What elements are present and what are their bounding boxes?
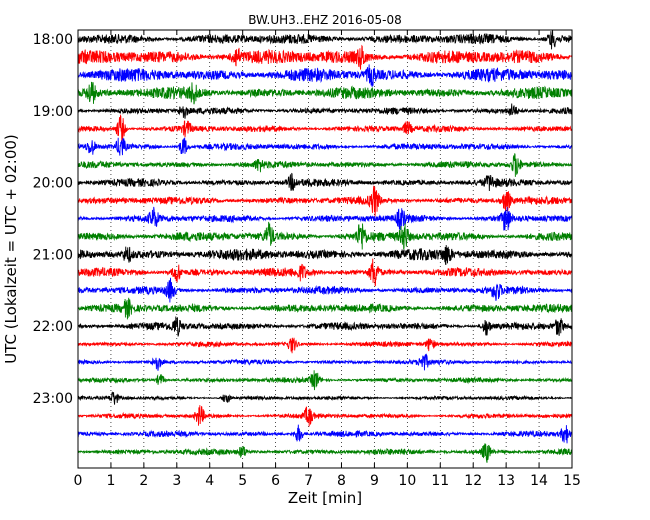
y-axis-ticks: 18:00 19:00 20:00 21:00 22:00 23:00 — [33, 32, 572, 407]
trace-2030 — [77, 206, 573, 231]
trace-2045 — [77, 221, 573, 250]
trace-1830 — [77, 64, 573, 87]
trace-2245 — [77, 370, 573, 391]
trace-1930 — [77, 137, 573, 156]
trace-1945 — [77, 153, 573, 177]
x-tick-label: 9 — [370, 473, 379, 489]
trace-2200 — [77, 316, 573, 337]
x-tick-label: 4 — [205, 473, 214, 489]
x-axis-label: Zeit [min] — [288, 489, 362, 507]
x-axis-ticks: 0 1 2 3 4 5 6 7 8 9 10 11 12 13 14 15 — [74, 30, 581, 489]
trace-2130 — [77, 277, 573, 303]
x-tick-label: 6 — [271, 473, 280, 489]
x-tick-label: 13 — [497, 473, 515, 489]
x-tick-label: 8 — [337, 473, 346, 489]
trace-2100 — [77, 245, 573, 265]
x-tick-label: 2 — [139, 473, 148, 489]
y-tick-label: 21:00 — [33, 247, 73, 263]
trace-2000 — [77, 172, 573, 192]
trace-2145 — [77, 297, 573, 320]
y-axis-label: UTC (Lokalzeit = UTC + 02:00) — [2, 134, 20, 364]
trace-1815 — [77, 44, 573, 70]
x-tick-label: 0 — [74, 473, 83, 489]
plot-frame — [77, 29, 573, 469]
y-tick-label: 20:00 — [33, 176, 73, 192]
y-tick-label: 22:00 — [33, 319, 73, 335]
trace-2115 — [77, 258, 573, 287]
y-tick-label: 23:00 — [33, 391, 73, 407]
x-tick-label: 12 — [464, 473, 482, 489]
trace-2330 — [77, 424, 573, 444]
trace-2015 — [77, 185, 573, 217]
x-tick-label: 3 — [172, 473, 181, 489]
x-tick-label: 11 — [431, 473, 449, 489]
trace-1915 — [77, 114, 573, 142]
trace-1900 — [77, 103, 573, 119]
x-tick-label: 14 — [530, 473, 548, 489]
x-tick-label: 1 — [106, 473, 115, 489]
trace-2215 — [77, 337, 573, 354]
x-tick-label: 10 — [398, 473, 416, 489]
trace-2300 — [77, 391, 573, 405]
trace-2345 — [77, 443, 573, 463]
seismic-traces — [77, 29, 573, 463]
trace-2315 — [77, 405, 573, 427]
chart-title: BW.UH3..EHZ 2016-05-08 — [248, 13, 402, 27]
trace-1800 — [77, 29, 573, 50]
trace-2230 — [77, 353, 573, 371]
x-tick-label: 5 — [238, 473, 247, 489]
x-tick-label: 15 — [563, 473, 581, 489]
y-tick-label: 19:00 — [33, 104, 73, 120]
x-tick-label: 7 — [304, 473, 313, 489]
trace-1845 — [77, 81, 573, 105]
vertical-grid — [110, 30, 540, 468]
y-tick-label: 18:00 — [33, 32, 73, 48]
